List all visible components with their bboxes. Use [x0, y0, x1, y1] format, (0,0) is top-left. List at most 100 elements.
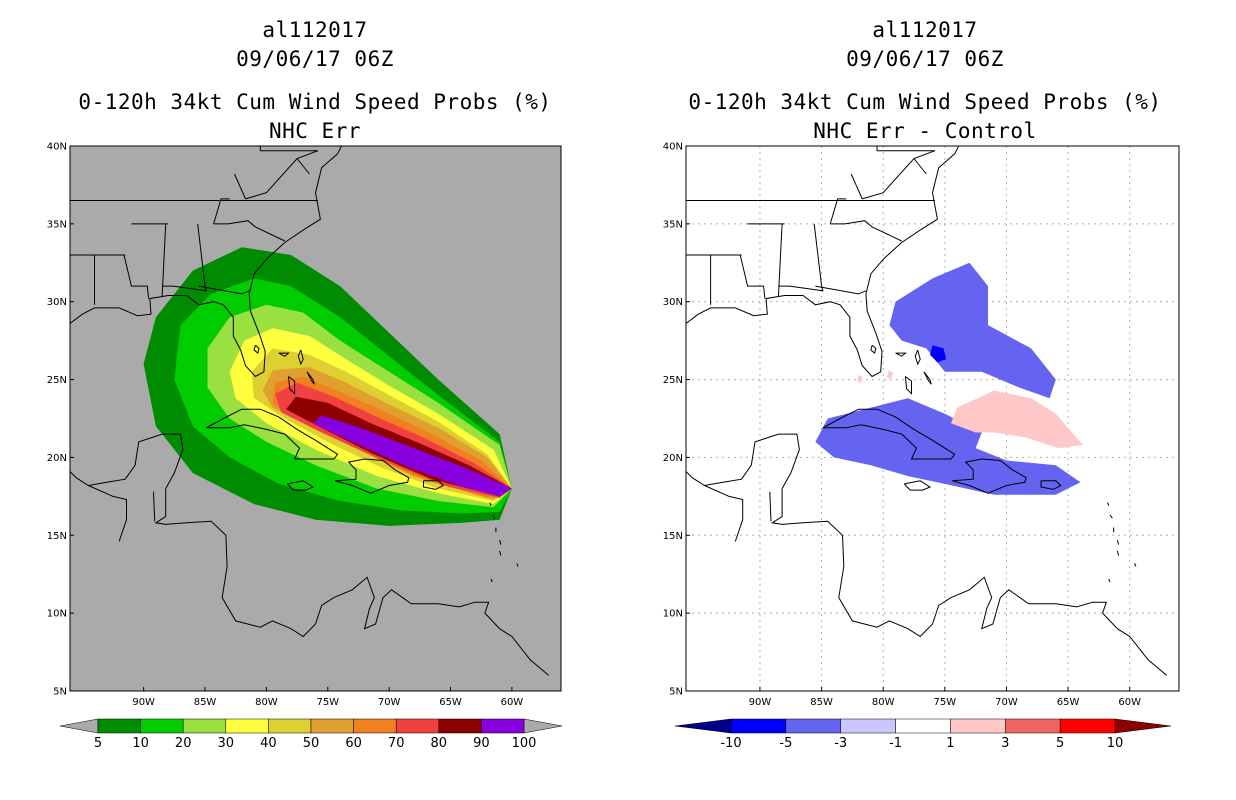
coastline: [153, 491, 156, 522]
left-colorbar: 5 10 20 30 40 50 60 70 80 90 100: [59, 718, 563, 751]
y-tick-label: 15N: [663, 531, 683, 542]
colorbar-arrow-low: [59, 718, 99, 734]
coastline: [952, 458, 1027, 494]
coastline: [334, 458, 410, 494]
x-tick-label: 80W: [872, 697, 895, 708]
x-tick-label: 85W: [810, 697, 833, 708]
coastline: [830, 220, 902, 242]
y-tick-label: 15N: [47, 531, 67, 542]
colorbar-label: 70: [388, 736, 405, 751]
colorbar-label: 50: [303, 736, 320, 751]
coastline: [778, 223, 824, 292]
colorbar-label: 5: [1056, 736, 1064, 751]
x-tick-label: 90W: [749, 697, 772, 708]
colorbar-label: -3: [834, 736, 847, 751]
coastline: [213, 198, 230, 225]
colorbar-label: 100: [512, 736, 537, 751]
coastline: [162, 223, 207, 292]
x-tick-label: 75W: [316, 697, 339, 708]
colorbar-label: 1: [946, 736, 954, 751]
colorbar-label: -1: [889, 736, 902, 751]
colorbar-label: 60: [345, 736, 362, 751]
coastline: [1134, 563, 1137, 567]
coastline: [296, 158, 310, 175]
coastline: [306, 371, 315, 385]
coastline: [904, 376, 912, 395]
coastline: [234, 173, 246, 200]
colorbar-bin: [438, 718, 482, 734]
right-map-panel: 90W 85W 80W 75W 70W 65W 60W5N10N15N20N25N30N35…: [663, 142, 1180, 751]
y-tick-label: 25N: [47, 375, 67, 386]
y-tick-label: 5N: [669, 687, 683, 698]
right-chart-subtitle: NHC Err - Control: [813, 119, 1037, 143]
y-tick-label: 25N: [663, 375, 683, 386]
colorbar-label: 5: [94, 736, 102, 751]
coastline: [70, 146, 550, 676]
coastline: [499, 550, 502, 556]
colorbar-bin: [268, 718, 312, 734]
colorbar-bin: [481, 718, 525, 734]
colorbar-bin: [225, 718, 269, 734]
y-tick-label: 20N: [47, 453, 67, 464]
coastline: [490, 578, 493, 583]
right-storm-id: al112017: [872, 18, 978, 42]
x-tick-label: 75W: [934, 697, 957, 708]
x-tick-label: 90W: [132, 697, 155, 708]
colorbar-bin: [1059, 718, 1116, 734]
coastline: [206, 408, 339, 460]
colorbar-label: 3: [1001, 736, 1009, 751]
y-tick-label: 5N: [53, 687, 67, 698]
coastline: [88, 485, 127, 542]
coastline: [914, 349, 921, 366]
coastline: [1116, 550, 1120, 556]
left-chart-subtitle: NHC Err: [268, 119, 361, 143]
right-datetime: 09/06/17 06Z: [846, 47, 1004, 71]
coastline: [245, 150, 319, 200]
coastline: [777, 223, 783, 298]
colorbar-arrow-high: [1114, 718, 1172, 734]
coastline: [870, 344, 877, 354]
coastline: [198, 285, 250, 295]
colorbar-label: 90: [473, 736, 490, 751]
colorbar-label: 40: [260, 736, 277, 751]
x-tick-label: 65W: [1057, 697, 1080, 708]
coastline: [913, 158, 927, 175]
colorbar-bin: [895, 718, 951, 734]
coastline: [903, 480, 932, 491]
left-map-panel: 90W 85W 80W 75W 70W 65W 60W 5N 10N 15N 20N 25N 30N 35…: [47, 142, 563, 751]
y-tick-label: 35N: [663, 219, 683, 230]
y-tick-label: 10N: [47, 609, 67, 620]
coastline: [850, 173, 863, 200]
coastline: [829, 198, 847, 225]
colorbar-arrow-low: [674, 718, 732, 734]
colorbar-bin: [840, 718, 896, 734]
x-tick-label: 70W: [378, 697, 401, 708]
colorbar-bin: [140, 718, 184, 734]
coastline: [286, 480, 315, 491]
colorbar-bin: [353, 718, 397, 734]
coastline: [704, 485, 744, 542]
colorbar-bin: [730, 718, 787, 734]
colorbar-bin: [97, 718, 141, 734]
y-tick-label: 40N: [47, 142, 67, 153]
colorbar-label: -5: [779, 736, 792, 751]
coastline: [815, 285, 867, 295]
contour-level-minus3: [889, 262, 1056, 399]
colorbar-label: 10: [132, 736, 149, 751]
coastline: [686, 146, 1168, 676]
right-chart-title: 0-120h 34kt Cum Wind Speed Probs (%): [688, 90, 1162, 114]
coastline: [213, 220, 286, 242]
coastline: [123, 254, 150, 299]
x-tick-label: 70W: [995, 697, 1018, 708]
right-chart-title-block: al112017 09/06/17 06Z 0-120h 34kt Cum Wi…: [640, 16, 1210, 146]
left-storm-id: al112017: [262, 18, 368, 42]
coastline: [769, 491, 772, 522]
y-tick-label: 30N: [47, 297, 67, 308]
x-tick-label: 85W: [194, 697, 217, 708]
colorbar-label: 20: [175, 736, 192, 751]
y-tick-label: 35N: [47, 219, 67, 230]
coastline: [1108, 578, 1111, 583]
left-chart-title: 0-120h 34kt Cum Wind Speed Probs (%): [78, 90, 552, 114]
colorbar-bin: [395, 718, 440, 734]
y-tick-label: 40N: [663, 142, 683, 153]
